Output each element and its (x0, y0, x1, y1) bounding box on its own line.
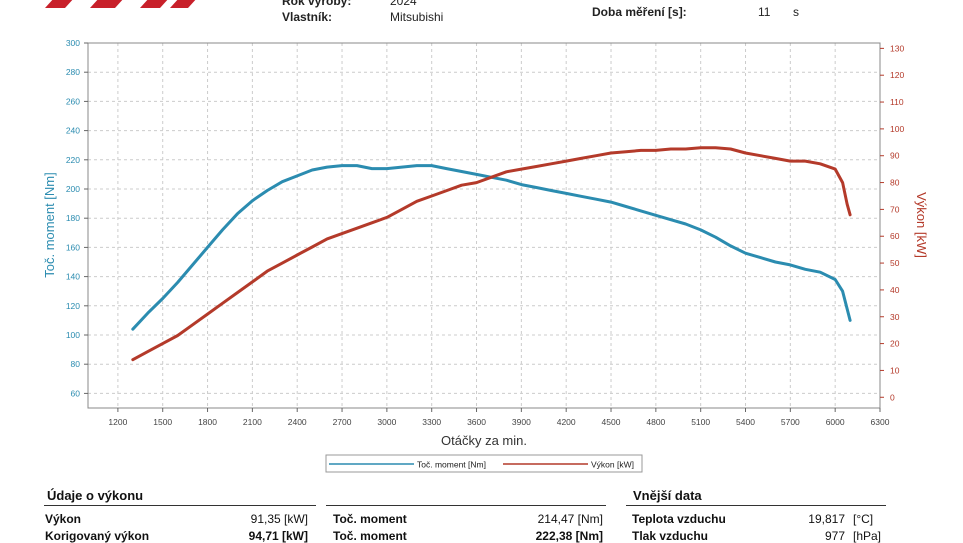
y-tick-label: 240 (66, 126, 80, 136)
x-axis-ticks: 1200 1500 1800 2100 2400 2700 3000 3300 3600 3900… (108, 408, 890, 427)
y-tick-label: 300 (66, 38, 80, 48)
y2-tick-label: 40 (890, 285, 900, 295)
torque-series-line (131, 164, 852, 331)
x-tick-label: 2100 (243, 417, 262, 427)
y2-tick-label: 80 (890, 178, 900, 188)
y-tick-label: 80 (71, 359, 81, 369)
y-tick-label: 120 (66, 301, 80, 311)
x-tick-label: 6000 (826, 417, 845, 427)
power-series-line (131, 146, 852, 362)
x-tick-label: 1200 (108, 417, 127, 427)
x-tick-label: 6300 (871, 417, 890, 427)
y-axis-label: Toč. moment [Nm] (42, 172, 57, 277)
y-tick-label: 260 (66, 96, 80, 106)
x-tick-label: 5100 (691, 417, 710, 427)
y2-tick-label: 120 (890, 70, 904, 80)
y2-tick-label: 70 (890, 204, 900, 214)
y2-tick-label: 130 (890, 43, 904, 53)
chart-legend: Toč. moment [Nm] Výkon [kW] (325, 454, 643, 473)
y-tick-label: 140 (66, 272, 80, 282)
y-tick-label: 200 (66, 184, 80, 194)
x-tick-label: 3000 (377, 417, 396, 427)
chart-grid (88, 42, 881, 408)
x-tick-label: 3900 (512, 417, 531, 427)
duration-label: Doba měření [s]: (592, 5, 687, 19)
y2-tick-label: 90 (890, 151, 900, 161)
divider-right (626, 505, 886, 506)
x-tick-label: 4200 (557, 417, 576, 427)
y2-tick-label: 0 (890, 392, 895, 402)
plot-frame (87, 42, 881, 409)
row-unit: [hPa] (853, 529, 882, 543)
year-label: Rok výroby: (282, 0, 352, 8)
legend-power-label: Výkon [kW] (591, 460, 634, 470)
x-tick-label: 2400 (288, 417, 307, 427)
y-tick-label: 100 (66, 330, 80, 340)
y2-axis-label: Výkon [kW] (914, 192, 929, 258)
year-value: 2024 (390, 0, 417, 8)
x-axis-label: Otáčky za min. (441, 433, 527, 448)
x-tick-label: 1500 (153, 417, 172, 427)
row-label: Toč. moment (333, 529, 407, 543)
x-tick-label: 3600 (467, 417, 486, 427)
owner-label: Vlastník: (282, 10, 333, 24)
row-value: 94,71 [kW] (248, 529, 308, 543)
y2-axis-ticks: 0 10 20 30 40 50 60 70 80 90 100 110 120 130 (880, 43, 904, 402)
x-tick-label: 5400 (736, 417, 755, 427)
x-tick-label: 4500 (602, 417, 621, 427)
y2-tick-label: 30 (890, 312, 900, 322)
row-label: Toč. moment (333, 512, 407, 526)
y-tick-label: 180 (66, 213, 80, 223)
x-tick-label: 3300 (422, 417, 441, 427)
y2-tick-label: 10 (890, 365, 900, 375)
y2-tick-label: 100 (890, 124, 904, 134)
y2-tick-label: 110 (890, 97, 904, 107)
divider-mid (326, 505, 606, 506)
external-section-title: Vnější data (633, 488, 702, 503)
performance-section-title: Údaje o výkonu (47, 488, 144, 503)
row-value: 214,47 [Nm] (537, 512, 603, 526)
owner-value: Mitsubishi (390, 10, 444, 24)
legend-torque-label: Toč. moment [Nm] (417, 460, 486, 470)
y2-tick-label: 20 (890, 339, 900, 349)
duration-value: 11 (758, 5, 771, 19)
row-value: 19,817 (808, 512, 845, 526)
divider-left (44, 505, 316, 506)
y2-tick-label: 50 (890, 258, 900, 268)
row-label: Teplota vzduchu (632, 512, 726, 526)
brand-logo (45, 0, 196, 8)
row-value: 91,35 [kW] (250, 512, 308, 526)
y-tick-label: 220 (66, 155, 80, 165)
row-label: Tlak vzduchu (632, 529, 709, 543)
y2-tick-label: 60 (890, 231, 900, 241)
dyno-chart: 1200 1500 1800 2100 2400 2700 3000 3300 3600 3900… (42, 38, 929, 473)
x-tick-label: 4800 (646, 417, 665, 427)
row-unit: [°C] (853, 512, 874, 526)
x-tick-label: 5700 (781, 417, 800, 427)
row-value: 222,38 [Nm] (535, 529, 603, 543)
row-label: Korigovaný výkon (45, 529, 150, 543)
row-value: 977 (824, 529, 845, 543)
y-axis-ticks: 60 80 100 120 140 160 180 200 220 240 260 280 300 (66, 38, 88, 398)
y-tick-label: 160 (66, 242, 80, 252)
duration-unit: s (793, 5, 799, 19)
row-label: Výkon (45, 512, 82, 526)
y-tick-label: 280 (66, 67, 80, 77)
x-tick-label: 1800 (198, 417, 217, 427)
x-tick-label: 2700 (333, 417, 352, 427)
y-tick-label: 60 (71, 388, 81, 398)
